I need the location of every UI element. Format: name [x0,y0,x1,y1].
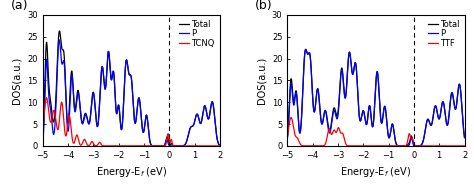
Total [360,110,366,112]
Text: (a): (a) [11,0,28,12]
Total [315,88,321,91]
P [217,144,223,146]
TTF [462,145,467,147]
Total [305,53,310,55]
Total [195,113,201,116]
TCNQ [40,129,46,131]
P [439,103,445,105]
TCNQ [60,109,66,111]
Line: P: P [43,40,220,146]
P [116,104,121,106]
TTF [315,145,321,147]
TTF [353,145,358,147]
P [108,75,114,77]
TCNQ [44,97,49,99]
Total [71,93,76,95]
TTF [288,116,294,119]
Legend: Total, P, TTF: Total, P, TTF [427,19,460,49]
Total [56,30,62,32]
Total [60,49,66,51]
Total [439,103,445,105]
TCNQ [116,145,121,147]
Line: Total: Total [43,31,220,146]
P [315,88,321,91]
Total [156,145,162,147]
P [284,139,290,141]
Line: TTF: TTF [287,117,465,146]
Total [353,61,358,64]
Y-axis label: DOS(a.u.): DOS(a.u.) [12,57,22,104]
Total [217,144,223,146]
TCNQ [108,145,114,147]
P [353,61,358,64]
TTF [284,136,290,138]
P [458,96,464,98]
TTF [439,145,445,147]
TTF [458,145,464,147]
TCNQ [204,145,210,147]
TTF [360,145,366,147]
P [60,61,66,63]
Legend: Total, P, TCNQ: Total, P, TCNQ [178,19,216,49]
P [195,113,201,116]
X-axis label: Energy-E$_f$ (eV): Energy-E$_f$ (eV) [96,165,167,179]
Total [108,75,114,77]
P [156,145,162,147]
Y-axis label: DOS(a.u.): DOS(a.u.) [256,57,266,104]
Total [214,134,219,136]
Total [303,48,309,50]
P [303,48,309,50]
Total [462,137,467,139]
TTF [456,145,461,147]
P [401,145,407,147]
Text: (b): (b) [255,0,273,12]
Total [458,96,464,98]
P [360,110,366,112]
TTF [305,145,310,147]
P [40,141,46,143]
P [56,39,62,41]
Line: Total: Total [287,49,465,146]
P [71,94,76,96]
X-axis label: Energy-E$_f$ (eV): Energy-E$_f$ (eV) [340,165,411,179]
TCNQ [194,145,200,147]
Line: P: P [287,49,465,146]
P [214,134,219,136]
TCNQ [71,142,76,144]
Total [116,104,121,106]
P [305,53,310,55]
TCNQ [214,145,219,147]
Total [400,145,405,147]
Total [40,136,46,138]
P [462,137,467,139]
TCNQ [217,145,223,147]
Line: TCNQ: TCNQ [43,98,220,146]
Total [284,137,290,139]
